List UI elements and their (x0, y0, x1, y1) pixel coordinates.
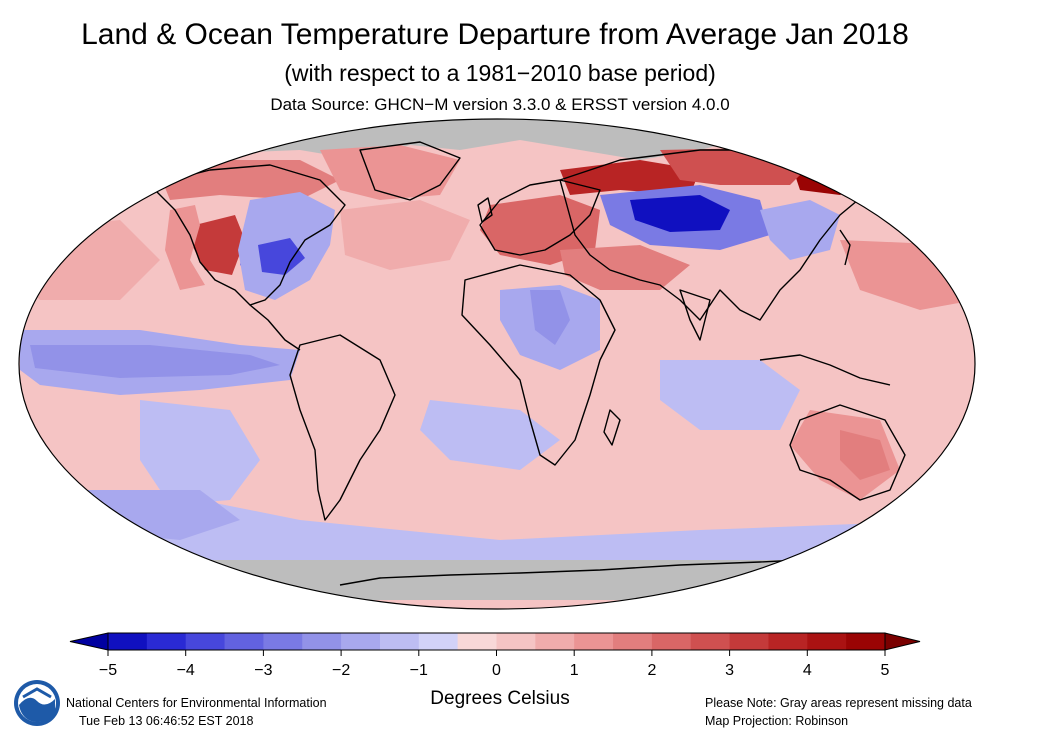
antarctica-outline (339, 559, 801, 586)
eastern-na-cold-core (258, 238, 305, 275)
colorbar-tick-label: −4 (177, 662, 195, 679)
colorbar-cell (146, 633, 187, 650)
southern-ocean-cool (20, 490, 975, 560)
indian-ocean-cool (660, 360, 800, 430)
footer-org: National Centers for Environmental Infor… (66, 696, 327, 710)
greenland-warm (320, 145, 460, 200)
colorbar-cell (302, 633, 342, 650)
footer-note: Please Note: Gray areas represent missin… (705, 696, 972, 710)
eq-pacific-cold-core (30, 345, 280, 378)
central-africa-cool-core (530, 290, 570, 345)
colorbar-cell (535, 633, 575, 650)
south-pacific-cool (140, 400, 260, 505)
madagascar-outline (603, 409, 621, 446)
colorbar-cell (496, 633, 536, 650)
colorbar-cell (613, 633, 653, 650)
colorbar-cell (457, 633, 497, 650)
western-na-warm (192, 215, 245, 275)
colorbar-tick-label: −5 (99, 662, 117, 679)
colorbar-tick-label: 4 (803, 662, 812, 679)
coastlines (149, 141, 936, 586)
colorbar-tick-label: 5 (881, 662, 890, 679)
south-america-outline (289, 334, 396, 521)
southeast-asia-islands (759, 354, 891, 386)
colorbar-cell (185, 633, 226, 650)
colorbar-min-arrow (69, 632, 109, 651)
noaa-logo (14, 680, 60, 726)
japan-outline (839, 229, 851, 266)
map-title: Land & Ocean Temperature Departure from … (81, 18, 909, 51)
colorbar-cell (651, 633, 692, 650)
colorbar-cell (846, 633, 886, 650)
africa-outline (461, 264, 616, 466)
colorbar-tick-label: −2 (332, 662, 350, 679)
south-atlantic-cool (420, 400, 560, 470)
colorbar-tick-label: −1 (410, 662, 428, 679)
colorbar-cell (379, 633, 420, 650)
east-asia-cold (760, 200, 840, 260)
north-atlantic-warm (340, 200, 470, 270)
greenland-outline (359, 141, 461, 201)
british-isles-outline (477, 197, 493, 223)
colorbar-cell (574, 633, 614, 650)
australia-outline (789, 404, 906, 501)
colorbar-tick-label: 0 (492, 662, 501, 679)
siberia-cold-core (630, 195, 730, 232)
colorbar-tick-label: 2 (647, 662, 656, 679)
colorbar-cell (690, 633, 731, 650)
colorbar-tick-label: −3 (254, 662, 272, 679)
colorbar-cell (263, 633, 303, 650)
colorbar-cell (108, 633, 148, 650)
colorbar-max-arrow (884, 632, 921, 651)
footer-timestamp: Tue Feb 13 06:46:52 EST 2018 (79, 714, 254, 728)
colorbar-cell (341, 633, 381, 650)
colorbar-label: Degrees Celsius (430, 688, 570, 709)
data-source: Data Source: GHCN−M version 3.3.0 & ERSS… (270, 95, 730, 114)
colorbar-cell (807, 633, 847, 650)
central-america-outline (249, 304, 301, 351)
western-na-warm-halo (165, 205, 205, 290)
colorbar-tick-label: 3 (725, 662, 734, 679)
north-america-outline (149, 164, 346, 306)
colorbar-cell (224, 633, 264, 650)
colorbar-tick-label: 1 (570, 662, 579, 679)
footer-projection: Map Projection: Robinson (705, 714, 849, 728)
europe-outline (479, 179, 601, 256)
colorbar-cell (729, 633, 769, 650)
australia-warm-core (840, 430, 890, 480)
colorbar-cell (768, 633, 808, 650)
globe-border (18, 118, 976, 610)
colorbar-cell (418, 633, 459, 650)
map-subtitle: (with respect to a 1981−2010 base period… (284, 60, 716, 86)
india-outline (679, 289, 711, 341)
europe-warm (480, 195, 600, 265)
